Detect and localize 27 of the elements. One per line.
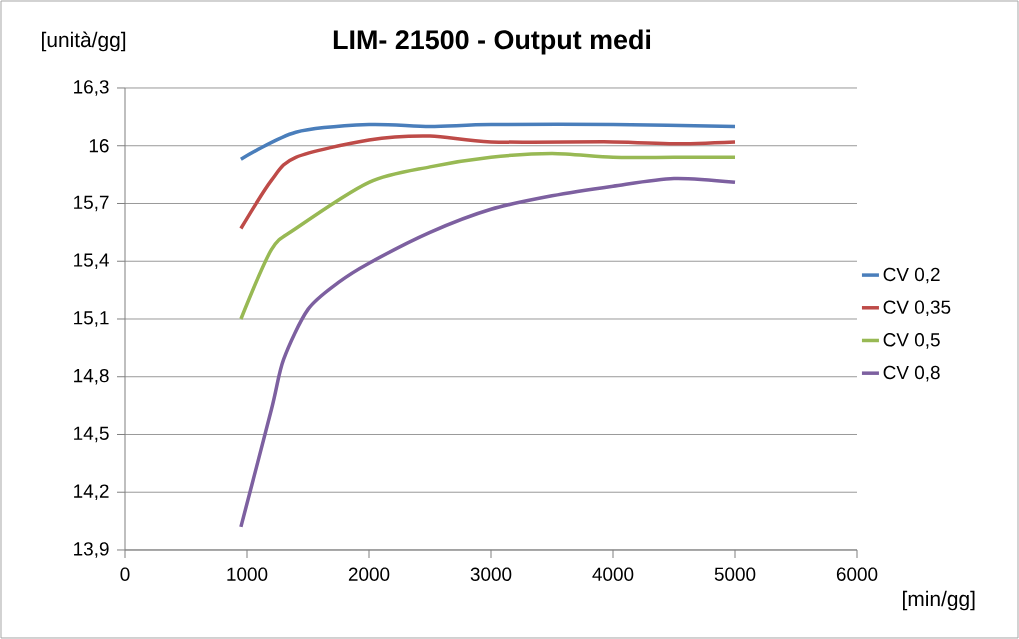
legend-label: CV 0,8 — [883, 365, 940, 382]
y-tick-label: 13,9 — [74, 542, 109, 558]
x-tick-label: 1000 — [227, 567, 268, 581]
chart-title: LIM- 21500 - Output medi — [333, 29, 651, 55]
x-tick-label: 5000 — [714, 567, 756, 581]
y-axis-title: [unità/gg] — [42, 31, 126, 52]
x-tick-label: 4000 — [592, 567, 634, 581]
x-tick-label: 0 — [120, 567, 130, 581]
line-series — [239, 134, 737, 231]
y-tick-label: 15,7 — [74, 195, 109, 212]
x-tick-label: 3000 — [470, 567, 512, 581]
x-axis-title: [min/gg] — [903, 590, 975, 611]
y-tick-label: 15,4 — [74, 253, 109, 269]
legend-label: CV 0,35 — [883, 300, 951, 317]
y-tick-label: 15,1 — [74, 311, 109, 327]
line-series — [239, 122, 737, 161]
line-series — [239, 151, 737, 321]
x-tick-label: 6000 — [836, 567, 878, 581]
y-tick-label: 16 — [89, 139, 109, 153]
x-tick-label: 2000 — [348, 567, 390, 581]
y-tick-label: 16,3 — [74, 80, 109, 96]
y-tick-label: 14,5 — [74, 426, 109, 443]
legend-label: CV 0,2 — [883, 267, 940, 284]
y-tick-label: 14,8 — [74, 368, 109, 385]
legend-label: CV 0,5 — [883, 333, 940, 349]
line-series — [239, 176, 737, 529]
y-tick-label: 14,2 — [74, 484, 109, 501]
